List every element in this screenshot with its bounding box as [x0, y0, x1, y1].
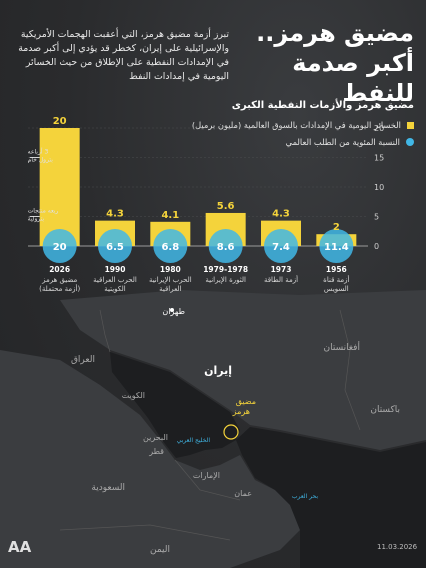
category-name2-1990: الكويتية: [104, 285, 126, 293]
bar-chart: 0 5 10 15 20 20 20 2026 مضيق هرمز(أزمة محتملة) 4.…: [28, 116, 385, 293]
map-label-iraq: العراق: [71, 355, 95, 365]
bubble-2026: [42, 229, 77, 263]
category-year-2026: 2026: [49, 265, 70, 274]
legend-swatch-bubble: [406, 138, 414, 146]
chart-heading: مضيق هرمز والأزمات النفطية الكبرى: [231, 100, 414, 111]
legend-label-supply-loss: الخسائر اليومية في الإمدادات بالسوق العا…: [191, 120, 401, 130]
intro-text: تبرز أزمة مضيق هرمز، التي أعقبت الهجمات …: [18, 29, 229, 82]
bubble-1973: [264, 229, 298, 263]
land-iran: [60, 290, 426, 450]
annotation-text-0-a: 3 أرباعه: [28, 148, 49, 156]
legend-label-percent: النسبة المئوية من الطلب العالمي: [285, 137, 400, 147]
map-label-iran: إيران: [204, 364, 232, 377]
y-tick-0: 0: [374, 242, 379, 251]
border-saudi-yemen: [59, 524, 231, 541]
bubble-1990: [98, 229, 132, 263]
map-label-saudi: السعودية: [91, 483, 125, 493]
category-year-1973: 1973: [271, 265, 292, 274]
title-line-2: أكبر صدمة للنفط: [292, 49, 414, 107]
y-tick-5: 5: [374, 213, 379, 222]
land-arabia: [0, 350, 300, 568]
persian-gulf-water: [110, 352, 240, 458]
bubble-value-1973: 7.4: [272, 242, 290, 253]
chart-legend: الخسائر اليومية في الإمدادات بالسوق العا…: [174, 120, 414, 154]
annotation-text-1-a: ربعه منتجات: [28, 208, 59, 215]
bar-value-1973: 4.3: [272, 209, 290, 220]
bubble-1979-1978: [208, 229, 243, 263]
map-label-tehran: طهران: [162, 307, 185, 316]
category-year-1956: 1956: [326, 265, 347, 274]
y-tick-20: 20: [374, 124, 384, 133]
legend-item-percent: النسبة المئوية من الطلب العالمي: [174, 137, 414, 147]
map-label-pakistan: باكستان: [370, 405, 400, 415]
tehran-dot: [170, 308, 174, 312]
page-title: مضيق هرمز.. أكبر صدمة للنفط: [239, 18, 414, 108]
bar-value-1980: 4.1: [161, 210, 179, 221]
border-iran-afghanistan: [339, 309, 361, 431]
agency-logo: AA: [8, 538, 32, 556]
title-line-1: مضيق هرمز..: [256, 19, 414, 47]
bubble-value-1990: 6.5: [106, 242, 124, 253]
bar-2026: [39, 128, 80, 246]
map-label-bahrain: البحرين: [143, 433, 168, 442]
category-name-1979-1978: الثورة الإيرانية: [205, 276, 246, 284]
category-name2-1980: العراقية: [159, 285, 182, 293]
bubble-1980: [153, 229, 188, 263]
bubble-value-1979-1978: 8.6: [217, 242, 235, 253]
category-name2-2026: (أزمة محتملة): [39, 284, 80, 293]
border-iraq-iran: [99, 309, 111, 353]
bar-value-2026: 20: [53, 116, 67, 127]
bubble-value-1980: 6.8: [161, 242, 179, 253]
border-saudi-uae: [174, 459, 241, 501]
map-label-yemen: اليمن: [150, 545, 170, 555]
bar-value-1956: 2: [333, 222, 340, 233]
bubble-1956: [319, 229, 354, 263]
category-year-1980: 1980: [160, 265, 181, 274]
category-name-1973: أزمة الطاقة: [264, 275, 298, 284]
date-stamp: 11.03.2026: [377, 543, 418, 551]
map-label-hormuz-2: هرمز: [232, 407, 250, 416]
bar-value-1979-1978: 5.6: [217, 201, 235, 212]
legend-swatch-bar: [407, 121, 414, 129]
map-label-qatar: قطر: [148, 447, 164, 456]
bubble-value-1956: 11.4: [324, 242, 349, 253]
y-tick-10: 10: [374, 183, 384, 192]
category-year-1979-1978: 1979-1978: [203, 265, 248, 274]
category-year-1990: 1990: [105, 265, 126, 274]
category-name-2026: مضيق هرمز: [41, 276, 77, 284]
category-name-1956: أزمة قناة: [323, 275, 349, 284]
gulf-of-oman-water: [236, 427, 426, 568]
category-name2-1956: السويس: [324, 285, 349, 293]
annotation-text-0-b: بترول خام: [28, 157, 54, 164]
region-map: طهران العراق إيران أفغانستان الكويت باكس…: [0, 290, 426, 568]
map-label-afghanistan: أفغانستان: [324, 341, 361, 353]
legend-item-supply-loss: الخسائر اليومية في الإمدادات بالسوق العا…: [174, 120, 414, 130]
category-name-1980: الحرب الإيرانية: [149, 276, 192, 284]
hormuz-marker: [223, 424, 239, 440]
map-label-arabian-sea: بحر العرب: [292, 493, 318, 500]
bubble-value-2026: 20: [53, 242, 67, 253]
map-label-hormuz-1: مضيق: [236, 397, 256, 406]
y-tick-15: 15: [374, 154, 384, 163]
annotation-text-1-b: بترولية: [28, 216, 45, 223]
map-label-kuwait: الكويت: [122, 391, 145, 400]
map-label-uae: الإمارات: [193, 471, 220, 481]
map-label-oman: عمان: [234, 489, 252, 498]
map-label-gulf: الخليج العربي: [177, 437, 211, 444]
category-name-1990: الحرب العراقية: [93, 276, 137, 284]
bar-value-1990: 4.3: [106, 209, 124, 220]
